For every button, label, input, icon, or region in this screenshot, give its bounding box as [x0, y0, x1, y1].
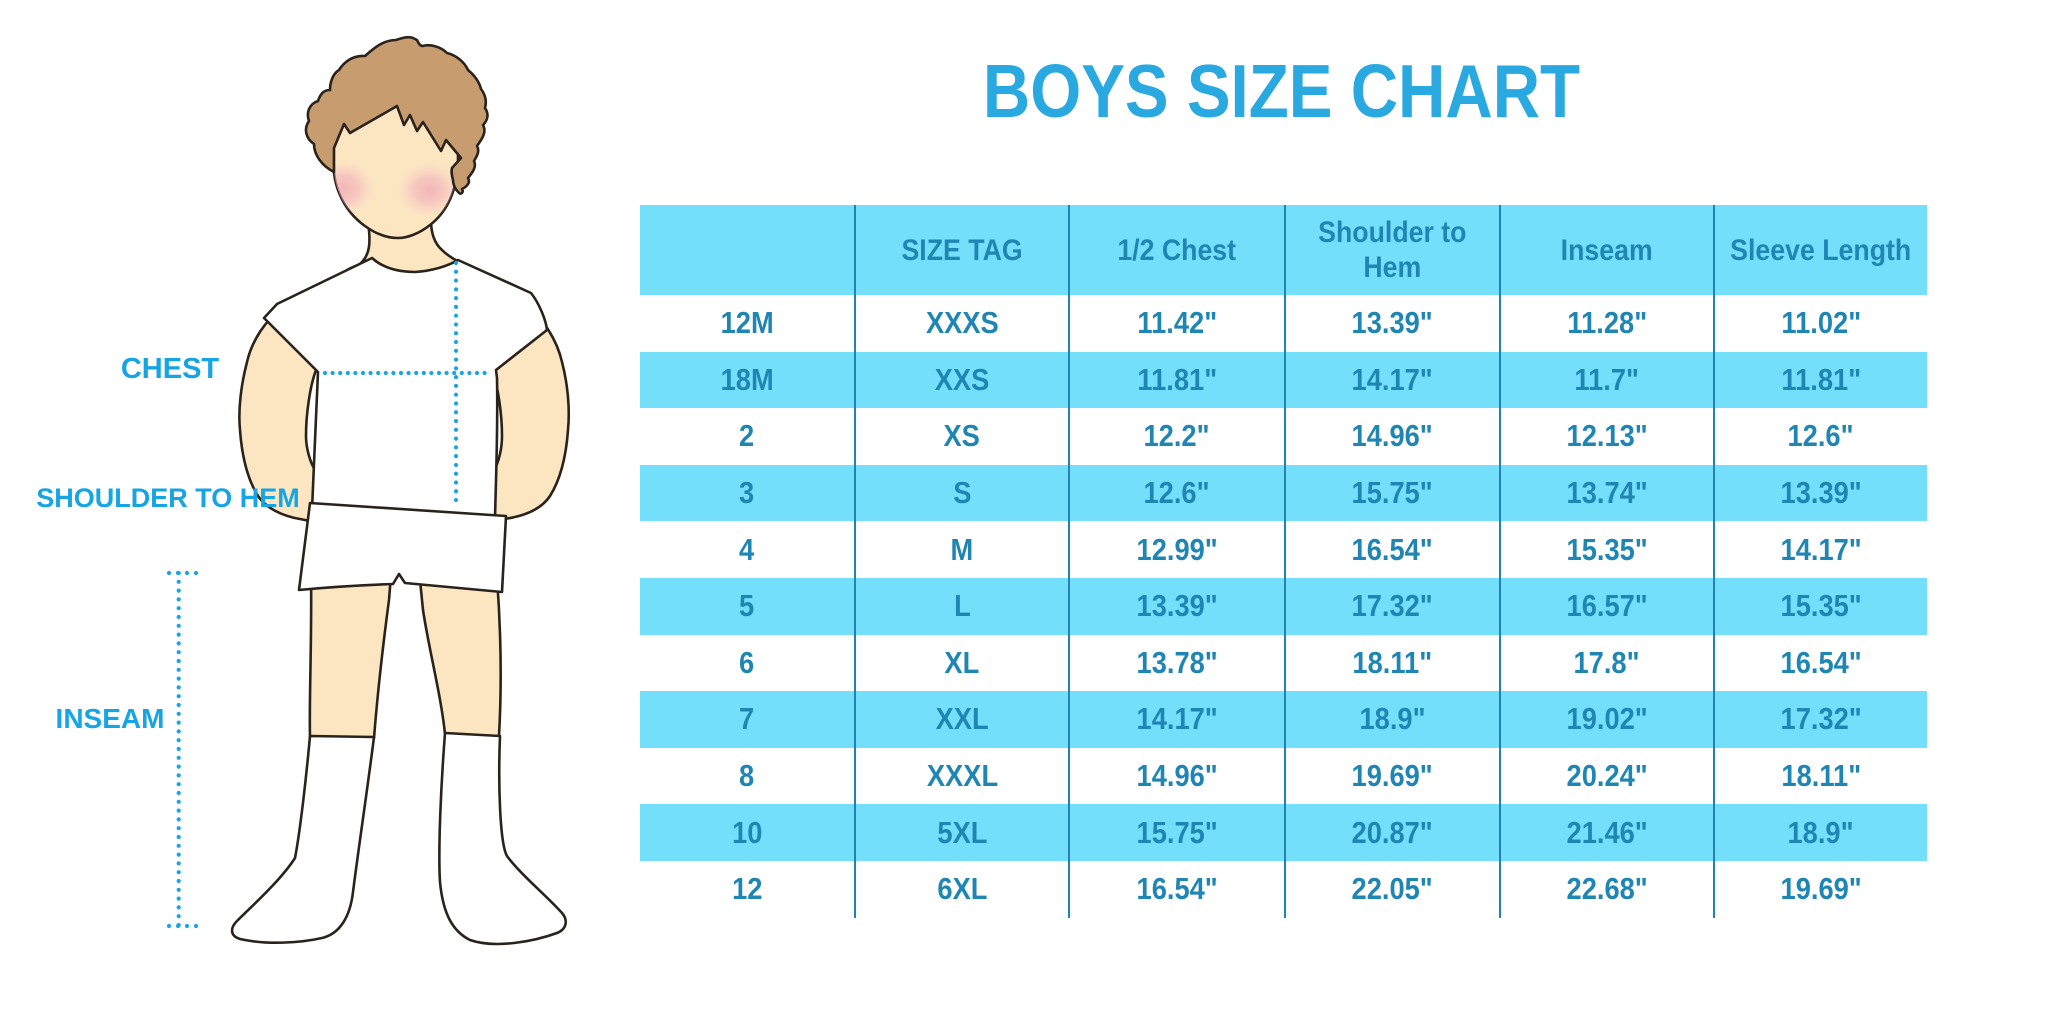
svg-text:SHOULDER TO HEM: SHOULDER TO HEM [36, 483, 300, 513]
svg-text:INSEAM: INSEAM [56, 703, 165, 734]
svg-text:CHEST: CHEST [121, 353, 220, 385]
